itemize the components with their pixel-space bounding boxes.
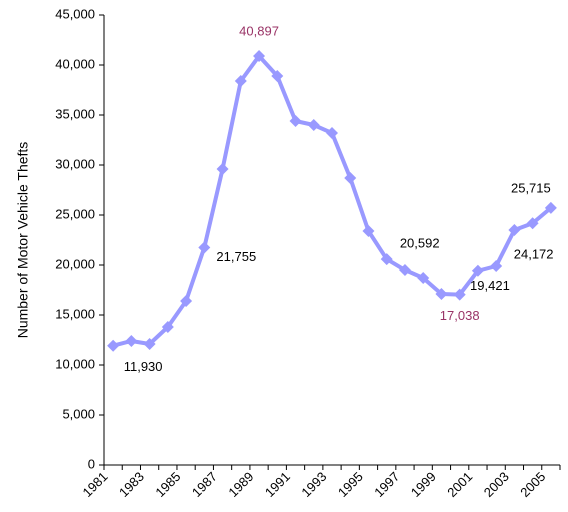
x-tick-label: 1981 — [79, 469, 110, 500]
point-marker — [362, 225, 375, 237]
point-marker — [526, 217, 539, 230]
point-marker — [435, 288, 448, 300]
point-marker — [380, 253, 393, 266]
x-tick-label: 1999 — [408, 469, 439, 500]
point-marker — [508, 224, 521, 236]
y-tick-label: 20,000 — [55, 256, 95, 271]
x-tick-label: 1987 — [189, 469, 220, 500]
point-marker — [307, 119, 320, 131]
data-label: 40,897 — [239, 23, 279, 38]
data-label: 25,715 — [511, 180, 551, 195]
point-marker — [125, 335, 138, 347]
y-tick-label: 25,000 — [55, 206, 95, 221]
point-marker — [198, 241, 211, 254]
x-tick-label: 1995 — [335, 469, 366, 500]
y-tick-label: 35,000 — [55, 106, 95, 121]
data-label: 17,038 — [440, 308, 480, 323]
point-marker — [289, 115, 302, 127]
point-marker — [253, 50, 266, 63]
point-marker — [471, 264, 484, 277]
x-tick-label: 1997 — [371, 469, 402, 500]
x-tick-label: 2001 — [444, 469, 475, 500]
point-marker — [161, 321, 174, 333]
data-label: 24,172 — [514, 247, 554, 262]
x-tick-label: 1983 — [116, 469, 147, 500]
x-tick-label: 2003 — [481, 469, 512, 500]
data-label: 21,755 — [216, 249, 256, 264]
point-marker — [490, 260, 503, 272]
point-marker — [326, 127, 338, 139]
data-label: 19,421 — [470, 278, 510, 293]
point-marker — [398, 264, 411, 276]
y-tick-label: 5,000 — [62, 406, 95, 421]
y-tick-label: 0 — [88, 456, 95, 471]
point-marker — [180, 295, 193, 307]
y-tick-label: 10,000 — [55, 356, 95, 371]
x-tick-label: 1989 — [225, 469, 256, 500]
series-line — [112, 54, 553, 348]
point-marker — [234, 75, 247, 87]
point-marker — [143, 338, 156, 350]
y-tick-label: 40,000 — [55, 56, 95, 71]
point-marker — [417, 272, 430, 284]
x-tick-label: 1991 — [262, 469, 293, 500]
y-tick-label: 45,000 — [55, 6, 95, 21]
y-tick-label: 30,000 — [55, 156, 95, 171]
point-marker — [216, 163, 229, 175]
point-marker — [544, 201, 557, 214]
data-label: 20,592 — [400, 236, 440, 251]
x-tick-label: 2005 — [517, 469, 548, 500]
x-tick-label: 1993 — [298, 469, 329, 500]
point-marker — [453, 288, 466, 301]
y-tick-label: 15,000 — [55, 306, 95, 321]
point-marker — [107, 339, 120, 352]
point-marker — [344, 172, 357, 184]
y-axis-title: Number of Motor Vehicle Thefts — [15, 142, 31, 339]
x-tick-label: 1985 — [152, 469, 183, 500]
data-label: 11,930 — [124, 359, 163, 374]
point-marker — [271, 70, 284, 82]
